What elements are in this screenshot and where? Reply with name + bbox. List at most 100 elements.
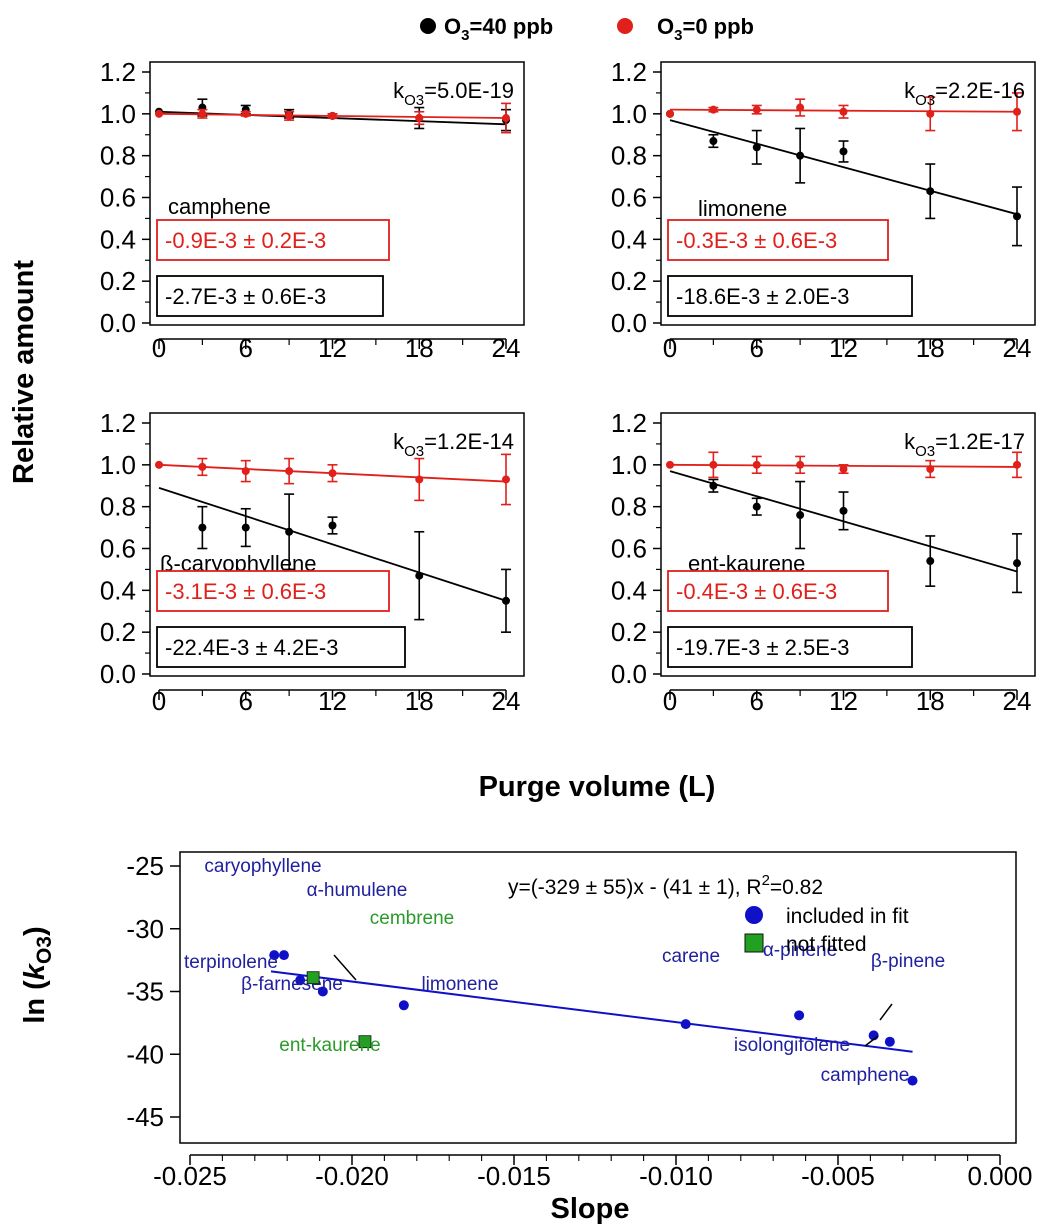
data-point [839, 107, 848, 116]
data-point [1013, 559, 1021, 568]
point-label: α-pinene [763, 940, 837, 961]
x-tick-label: 12 [318, 333, 347, 363]
y-tick-label: -35 [126, 977, 164, 1007]
panel-limonene: 0.0 0.2 0.4 0.6 0.8 1.0 1.2 0 6 12 18 24 kO3=2.2E-16… [611, 57, 1036, 363]
data-point [1013, 107, 1021, 116]
y-tick-label: 1.0 [100, 450, 136, 480]
data-point [328, 521, 337, 530]
data-point [415, 571, 424, 580]
x-tick-label: 0 [152, 333, 166, 363]
bottom-x-axis-title: Slope [551, 1193, 630, 1225]
slope-box-o3-0: -3.1E-3 ± 0.6E-3 [156, 570, 390, 612]
data-point [796, 511, 805, 520]
y-tick-label: 1.2 [100, 57, 136, 87]
data-point [198, 462, 207, 471]
x-tick-label: 6 [750, 333, 764, 363]
compound-label: limonene [698, 196, 787, 221]
slope-text-o3-0: -0.3E-3 ± 0.6E-3 [676, 228, 837, 253]
y-tick-label: 1.0 [100, 99, 136, 129]
slope-text-o3-40: -2.7E-3 ± 0.6E-3 [165, 284, 326, 309]
point-included [278, 950, 289, 961]
y-tick-label: 0.4 [611, 224, 647, 254]
data-point [1013, 460, 1021, 469]
slope-box-o3-40: -18.6E-3 ± 2.0E-3 [667, 275, 913, 317]
y-tick-label: 0.0 [100, 308, 136, 338]
point-included [794, 1010, 805, 1021]
data-point [285, 467, 294, 476]
data-point [328, 111, 337, 120]
data-point [709, 481, 718, 490]
point-label: carene [662, 946, 720, 967]
y-tick-label: 0.2 [611, 266, 647, 296]
leader-line [333, 954, 357, 981]
x-tick-label: 12 [318, 686, 347, 716]
bottom-fit-line [270, 970, 913, 1053]
x-tick-label: 18 [405, 333, 434, 363]
y-tick-label: 0.2 [100, 266, 136, 296]
data-point [839, 147, 848, 156]
data-point [502, 475, 510, 484]
point-label: limonene [421, 974, 498, 995]
bottom-plot-frame [179, 851, 1017, 1144]
x-tick-label: 0 [663, 686, 677, 716]
slope-box-o3-0: -0.4E-3 ± 0.6E-3 [667, 570, 889, 612]
x-tick-label: 18 [916, 333, 945, 363]
slope-text-o3-40: -19.7E-3 ± 2.5E-3 [676, 635, 850, 660]
fit-equation: y=(-329 ± 55)x - (41 ± 1), R2=0.82 [508, 872, 823, 899]
legend-label-o3-0: O3=0 ppb [657, 14, 754, 44]
data-point [502, 114, 510, 123]
x-tick-label: -0.025 [153, 1161, 227, 1191]
y-tick-label: 0.6 [611, 534, 647, 564]
point-label: caryophyllene [204, 856, 321, 877]
k-o3-label: kO3=1.2E-14 [393, 429, 514, 460]
y-tick-label: 0.8 [100, 141, 136, 171]
data-point [752, 502, 761, 511]
data-point [155, 460, 163, 469]
data-point [198, 109, 207, 118]
y-tick-label: 0.4 [611, 575, 647, 605]
data-point [926, 465, 935, 474]
x-tick-label: 24 [1003, 333, 1032, 363]
legend-marker-o3-40 [420, 18, 436, 34]
slope-box-o3-40: -19.7E-3 ± 2.5E-3 [667, 626, 913, 668]
data-point [666, 109, 674, 118]
x-tick-label: 0.000 [967, 1161, 1032, 1191]
y-tick-label: -25 [126, 851, 164, 881]
data-point [285, 527, 294, 536]
k-o3-label: kO3=1.2E-17 [904, 429, 1025, 460]
y-tick-label: -45 [126, 1102, 164, 1132]
bottom-y-axis-title: ln (kO3) [19, 926, 56, 1023]
y-tick-label: 0.8 [100, 492, 136, 522]
x-tick-label: 18 [405, 686, 434, 716]
legend-label-o3-40: O3=40 ppb [444, 14, 553, 44]
x-tick-label: 6 [750, 686, 764, 716]
x-tick-label: 24 [1003, 686, 1032, 716]
data-point [241, 467, 250, 476]
slope-box-o3-40: -2.7E-3 ± 0.6E-3 [156, 275, 384, 317]
fit-line [158, 486, 507, 602]
data-point [709, 137, 718, 146]
y-tick-label: 0.0 [611, 308, 647, 338]
point-label: cembrene [370, 908, 455, 929]
data-point [155, 109, 163, 118]
data-point [839, 506, 848, 515]
point-label: terpinolene [184, 952, 278, 973]
data-point [839, 465, 848, 474]
x-tick-label: 6 [239, 333, 253, 363]
panel-ent-kaurene: 0.0 0.2 0.4 0.6 0.8 1.0 1.2 0 6 12 18 24 kO3=1.2E-17… [611, 408, 1036, 716]
k-o3-label: kO3=2.2E-16 [904, 78, 1025, 109]
slope-text-o3-0: -0.9E-3 ± 0.2E-3 [165, 228, 326, 253]
data-point [796, 151, 805, 160]
point-label: β-farnesene [241, 974, 343, 995]
slope-text-o3-0: -0.4E-3 ± 0.6E-3 [676, 579, 837, 604]
point-included [317, 986, 328, 997]
point-included [680, 1019, 691, 1030]
y-axis-title-relative-amount: Relative amount [8, 260, 40, 484]
point-label: α-humulene [307, 880, 408, 901]
data-point [241, 523, 250, 532]
y-tick-label: 0.2 [611, 617, 647, 647]
point-included [398, 1000, 409, 1011]
y-tick-label: 1.0 [611, 450, 647, 480]
legend-not-fitted-label: not fitted [786, 933, 867, 956]
